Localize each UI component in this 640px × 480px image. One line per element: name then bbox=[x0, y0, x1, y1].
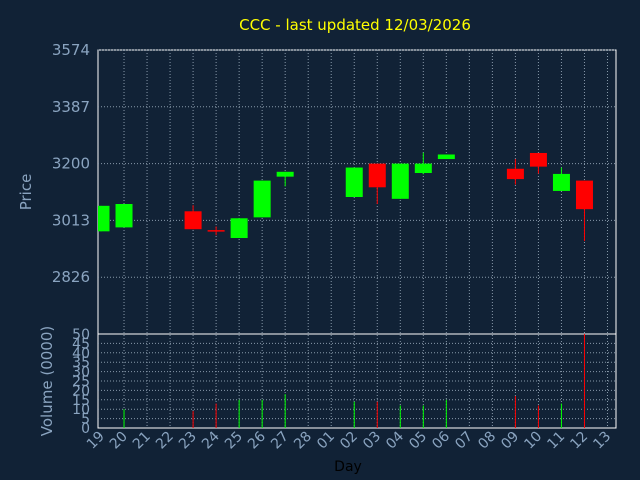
candle-body bbox=[345, 167, 363, 198]
candle-24 bbox=[207, 226, 225, 236]
volume-axis-label: Volume (0000) bbox=[38, 326, 56, 436]
day-tick-label: 25 bbox=[222, 429, 246, 453]
day-tick-label: 11 bbox=[544, 429, 568, 453]
day-tick-label: 05 bbox=[406, 429, 430, 453]
candle-body bbox=[368, 163, 386, 188]
candle-body bbox=[437, 154, 455, 160]
day-tick-label: 21 bbox=[130, 429, 154, 453]
volume-tick-label: 20 bbox=[72, 383, 90, 399]
candle-body bbox=[414, 163, 432, 174]
candle-body bbox=[98, 205, 110, 232]
price-axis-label: Price bbox=[17, 174, 35, 211]
candle-09 bbox=[506, 159, 524, 185]
day-tick-label: 06 bbox=[429, 428, 453, 452]
day-tick-label: 27 bbox=[268, 429, 292, 453]
volume-series bbox=[123, 334, 585, 428]
day-tick-label: 13 bbox=[590, 429, 614, 453]
candle-body bbox=[230, 218, 248, 239]
candle-body bbox=[276, 171, 294, 177]
candle-25 bbox=[230, 218, 248, 239]
candle-body bbox=[506, 168, 524, 180]
candle-body bbox=[184, 211, 202, 230]
price-tick-labels: 3574 3387 3200 3013 2826 bbox=[52, 41, 90, 286]
candle-03 bbox=[368, 163, 386, 204]
candle-body bbox=[253, 180, 271, 218]
price-tick-label: 3200 bbox=[52, 155, 90, 173]
candle-27 bbox=[276, 171, 294, 187]
day-tick-label: 26 bbox=[245, 428, 269, 452]
candle-20 bbox=[115, 203, 133, 228]
candle-body bbox=[207, 230, 225, 232]
day-tick-label: 02 bbox=[337, 429, 361, 453]
chart-title: CCC - last updated 12/03/2026 bbox=[239, 16, 471, 34]
candle-10 bbox=[529, 152, 547, 174]
volume-tick-label: 5 bbox=[81, 412, 90, 428]
day-tick-label: 08 bbox=[475, 429, 499, 453]
candle-06 bbox=[437, 154, 455, 160]
day-tick-label: 04 bbox=[383, 428, 407, 452]
candle-body bbox=[575, 180, 593, 210]
price-tick-label: 3574 bbox=[52, 41, 90, 59]
day-tick-label: 01 bbox=[314, 429, 338, 453]
candle-body bbox=[552, 173, 570, 191]
candle-26 bbox=[253, 180, 271, 218]
day-tick-label: 12 bbox=[567, 429, 591, 453]
grid-lines bbox=[98, 49, 616, 428]
candle-12 bbox=[575, 180, 593, 242]
candle-02 bbox=[345, 167, 363, 198]
volume-tick-label: 30 bbox=[72, 365, 90, 381]
day-tick-label: 07 bbox=[452, 429, 476, 453]
volume-tick-label: 35 bbox=[72, 355, 90, 371]
volume-tick-label: 50 bbox=[72, 327, 90, 343]
candle-04 bbox=[391, 163, 409, 199]
day-tick-label: 09 bbox=[498, 429, 522, 453]
day-tick-label: 24 bbox=[199, 428, 223, 452]
volume-tick-label: 15 bbox=[72, 393, 90, 409]
candle-05 bbox=[414, 152, 432, 175]
volume-tick-label: 40 bbox=[72, 346, 90, 362]
day-axis-label: Day bbox=[334, 459, 362, 475]
day-tick-label: 10 bbox=[521, 429, 545, 453]
candlestick-series bbox=[98, 152, 593, 242]
price-tick-label: 3387 bbox=[52, 98, 90, 116]
day-tick-label: 28 bbox=[291, 429, 315, 453]
candle-11 bbox=[552, 167, 570, 191]
candle-23 bbox=[184, 205, 202, 230]
candle-19 bbox=[98, 205, 110, 232]
volume-tick-label: 10 bbox=[72, 402, 90, 418]
day-tick-label: 20 bbox=[107, 429, 131, 453]
candle-body bbox=[115, 203, 133, 228]
volume-tick-label: 0 bbox=[81, 421, 90, 437]
day-tick-label: 03 bbox=[360, 429, 384, 453]
volume-tick-label: 25 bbox=[72, 374, 90, 390]
price-tick-label: 2826 bbox=[52, 268, 90, 286]
volume-tick-label: 45 bbox=[72, 336, 90, 352]
candle-body bbox=[391, 163, 409, 199]
candle-body bbox=[529, 152, 547, 167]
day-tick-label: 22 bbox=[153, 429, 177, 453]
day-tick-labels: 19 20 21 22 23 24 25 26 27 28 01 02 03 04 05 06 07 08 09 10… bbox=[84, 428, 614, 452]
price-tick-label: 3013 bbox=[52, 211, 90, 229]
day-tick-label: 23 bbox=[176, 429, 200, 453]
